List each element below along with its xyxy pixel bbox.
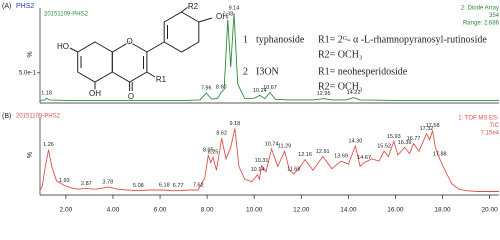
x-tick-label: 20.00 xyxy=(481,207,498,214)
bond xyxy=(146,41,165,53)
bond xyxy=(146,71,156,78)
peak-label: 17.58 xyxy=(426,123,440,129)
peak-label: 15.52 xyxy=(377,144,391,150)
compound-note: R2= OCH₃ xyxy=(318,49,362,60)
peak-label: 1.26 xyxy=(43,142,54,148)
ring-c xyxy=(111,41,148,83)
compound-note: R1= neohesperidoside xyxy=(318,66,408,77)
peak-label: 10.24 xyxy=(253,88,267,94)
bond xyxy=(69,47,78,53)
peak-label: 1.93 xyxy=(59,178,70,184)
peak-label: 7.96 xyxy=(201,86,212,92)
compound-note: R2= OCH₃ xyxy=(318,81,362,92)
bond xyxy=(181,6,189,13)
y-axis-label: % xyxy=(27,152,34,158)
peak-label: 10.67 xyxy=(263,85,277,91)
structure-label: OH xyxy=(89,89,101,98)
peak-label: 6.18 xyxy=(159,182,170,188)
x-tick-label: 8.00 xyxy=(201,207,214,214)
structure-label: R2 xyxy=(188,2,199,11)
x-tick-label: 2.00 xyxy=(60,207,73,214)
peak-label: 10.31 xyxy=(255,158,269,164)
peak-label: 8.25 xyxy=(208,150,219,156)
trace-info: Range: 2.686 xyxy=(463,21,500,27)
ring-a xyxy=(77,41,113,83)
structure xyxy=(69,6,213,91)
x-tick-label: 10.00 xyxy=(246,207,263,214)
peak-label: 8.88 xyxy=(222,12,233,18)
bond xyxy=(198,17,213,23)
peak-label: 9.14 xyxy=(229,6,240,12)
peak-label: 14.22 xyxy=(347,90,361,96)
x-tick-label: 6.00 xyxy=(154,207,167,214)
peak-label: 5.08 xyxy=(133,183,144,189)
peak-label: 14.30 xyxy=(349,138,363,144)
trace-info: 7.15e4 xyxy=(481,131,500,137)
peak-label: 10.74 xyxy=(265,141,279,147)
trace-info: 1: TOF MS ES- xyxy=(458,116,499,122)
structure-label: O xyxy=(128,92,134,101)
peak-label: 8.62 xyxy=(216,131,227,137)
ring-b xyxy=(163,11,200,53)
peak-label: 7.62 xyxy=(193,182,204,188)
compound-note: typhanoside xyxy=(256,34,305,45)
peak-label: 11.29 xyxy=(278,144,291,150)
peak-label: 8.05 xyxy=(203,147,214,153)
compound-note: 1 xyxy=(243,34,248,45)
peak-label: 8.60 xyxy=(216,84,227,90)
peak-label: 11.68 xyxy=(287,166,300,172)
trace-info: 2: Diode Array xyxy=(461,6,499,12)
y-tick-label: 5.0e-1 xyxy=(19,70,37,76)
panel-label: (A) xyxy=(2,3,11,10)
peak-label: 14.67 xyxy=(357,155,371,161)
structure-label: OH xyxy=(216,12,228,21)
x-tick-label: 16.00 xyxy=(387,207,404,214)
peak-label: 12.95 xyxy=(317,91,331,97)
peak-label: 9.18 xyxy=(230,121,241,127)
peak-label: 2.87 xyxy=(81,181,92,187)
compound-note: I3ON xyxy=(256,66,279,77)
trace xyxy=(39,13,499,101)
peak-label: 17.32 xyxy=(420,126,434,132)
sample-name: 20151109-PHS2 xyxy=(44,12,89,18)
peak-label: 13.69 xyxy=(334,154,348,160)
peak-label: 12.91 xyxy=(316,149,330,155)
sample-name: 20151109-PHS2 xyxy=(16,114,61,120)
peak-label: 6.77 xyxy=(173,183,184,189)
trace-info: TIC xyxy=(489,123,499,129)
x-tick-label: 14.00 xyxy=(340,207,357,214)
compound-note: R1= 2ᴳ- α -L-rhamnopyranosyl-rutinoside xyxy=(318,34,487,45)
peak-label: 1.18 xyxy=(41,91,52,97)
compound-note: 2 xyxy=(243,66,248,77)
peak-label: 16.77 xyxy=(407,136,421,142)
panel-title: PHS2 xyxy=(16,3,34,10)
y-axis-label: % xyxy=(27,51,34,57)
peak-label: 3.78 xyxy=(102,179,113,185)
peak-label: 17.88 xyxy=(433,151,447,157)
x-tick-label: 4.00 xyxy=(107,207,120,214)
structure-label: R1 xyxy=(156,75,167,84)
trace-info: 354 xyxy=(489,13,500,19)
peak-label: 10.14 xyxy=(251,167,265,173)
panel-label: (B) xyxy=(2,113,11,120)
peak-label: 15.93 xyxy=(387,134,401,140)
x-tick-label: 18.00 xyxy=(434,207,451,214)
peak-label: 12.16 xyxy=(298,152,312,158)
structure-label: HO xyxy=(57,42,69,51)
peak-label: 16.39 xyxy=(398,140,412,146)
x-tick-label: 12.00 xyxy=(293,207,310,214)
structure-label: O xyxy=(126,37,132,46)
trace xyxy=(39,128,499,192)
